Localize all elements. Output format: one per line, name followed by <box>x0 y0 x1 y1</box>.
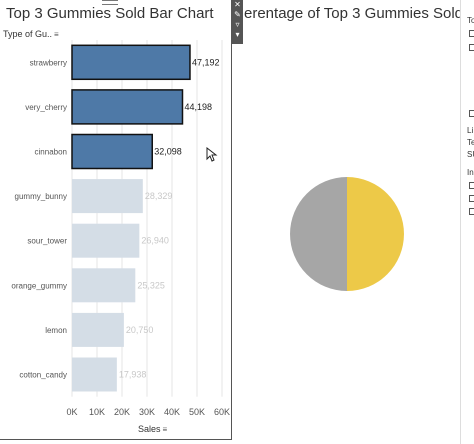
x-tick-label: 40K <box>164 407 180 417</box>
value-label: 20,750 <box>126 325 154 335</box>
drag-grip-icon[interactable] <box>102 0 118 5</box>
sort-icon[interactable]: ≡ <box>162 425 168 434</box>
right-side-panel: To Li Te SU In <box>460 0 474 444</box>
checkbox[interactable] <box>469 110 474 117</box>
x-tick-label: 0K <box>66 407 77 417</box>
sort-icon[interactable]: ≡ <box>54 30 59 39</box>
right-panel-text: SU <box>467 150 474 159</box>
bar-orange_gummy[interactable] <box>72 268 136 303</box>
pie-slices <box>290 177 404 291</box>
category-label[interactable]: strawberry <box>30 58 67 67</box>
checkbox[interactable] <box>469 208 474 215</box>
x-tick-label: 50K <box>189 407 205 417</box>
mouse-cursor-icon <box>206 147 218 162</box>
pie-slice[interactable] <box>290 177 347 291</box>
bar-gummy_bunny[interactable] <box>72 179 143 214</box>
bar-very_cherry[interactable] <box>71 89 184 125</box>
value-axis-label-text: Sales <box>138 424 161 434</box>
bar-chart-plot: strawberry very_cherry cinnabon gummy_bunny… <box>11 40 230 417</box>
category-label[interactable]: cotton_candy <box>19 371 67 380</box>
checkbox[interactable] <box>469 30 474 37</box>
x-tick-label: 30K <box>139 407 155 417</box>
category-label[interactable]: cinnabon <box>35 148 67 157</box>
x-tick-label: 60K <box>214 407 230 417</box>
bar-cotton_candy[interactable] <box>72 357 117 392</box>
pie-chart-title: erentage of Top 3 Gummies Sold <box>244 5 464 22</box>
value-labels: 47,192 44,198 32,098 28,329 26,940 25,325 20,7… <box>119 57 220 379</box>
bar-series <box>71 44 191 392</box>
value-label: 26,940 <box>141 236 169 246</box>
value-label: 44,198 <box>184 102 212 112</box>
category-label[interactable]: sour_tower <box>27 237 67 246</box>
value-label: 17,938 <box>119 370 147 380</box>
filter-icon[interactable]: ▿ <box>235 20 240 29</box>
edit-icon[interactable]: ✎ <box>234 10 241 19</box>
right-panel-text: Te <box>467 138 474 147</box>
category-labels: strawberry very_cherry cinnabon gummy_bunny… <box>11 58 67 379</box>
bar-strawberry[interactable] <box>71 44 191 81</box>
checkbox[interactable] <box>469 195 474 202</box>
category-axis-header-label: Type of Gu.. <box>3 29 53 39</box>
panel-toolbar: ✕ ✎ ▿ ▾ <box>232 0 243 44</box>
category-label[interactable]: lemon <box>45 326 67 335</box>
value-label: 28,329 <box>145 191 173 201</box>
category-label[interactable]: orange_gummy <box>11 281 67 290</box>
checkbox[interactable] <box>469 182 474 189</box>
value-axis-label[interactable]: Sales ≡ <box>138 424 167 434</box>
x-axis-ticks: 0K 10K 20K 30K 40K 50K 60K <box>66 407 230 417</box>
more-icon[interactable]: ▾ <box>235 30 240 39</box>
bar-chart-panel[interactable]: Top 3 Gummies Sold Bar Chart Type of Gu.… <box>0 0 232 440</box>
x-tick-label: 20K <box>114 407 130 417</box>
bar-chart-title: Top 3 Gummies Sold Bar Chart <box>6 5 214 22</box>
bar-cinnabon[interactable] <box>71 133 153 170</box>
category-label[interactable]: gummy_bunny <box>15 192 67 201</box>
category-label[interactable]: very_cherry <box>25 103 67 112</box>
right-panel-text: To <box>467 16 474 25</box>
pie-slice[interactable] <box>347 177 404 291</box>
x-tick-label: 10K <box>89 407 105 417</box>
value-label: 25,325 <box>137 280 165 290</box>
pie-chart <box>290 177 404 291</box>
category-axis-header[interactable]: Type of Gu.. ≡ <box>3 29 59 39</box>
right-panel-text: In <box>467 168 474 177</box>
checkbox[interactable] <box>469 44 474 51</box>
value-label: 47,192 <box>192 57 220 67</box>
bar-lemon[interactable] <box>72 312 124 347</box>
bar-sour_tower[interactable] <box>72 223 140 258</box>
close-icon[interactable]: ✕ <box>234 0 241 9</box>
value-label: 32,098 <box>154 147 182 157</box>
right-panel-text: Li <box>467 126 474 135</box>
